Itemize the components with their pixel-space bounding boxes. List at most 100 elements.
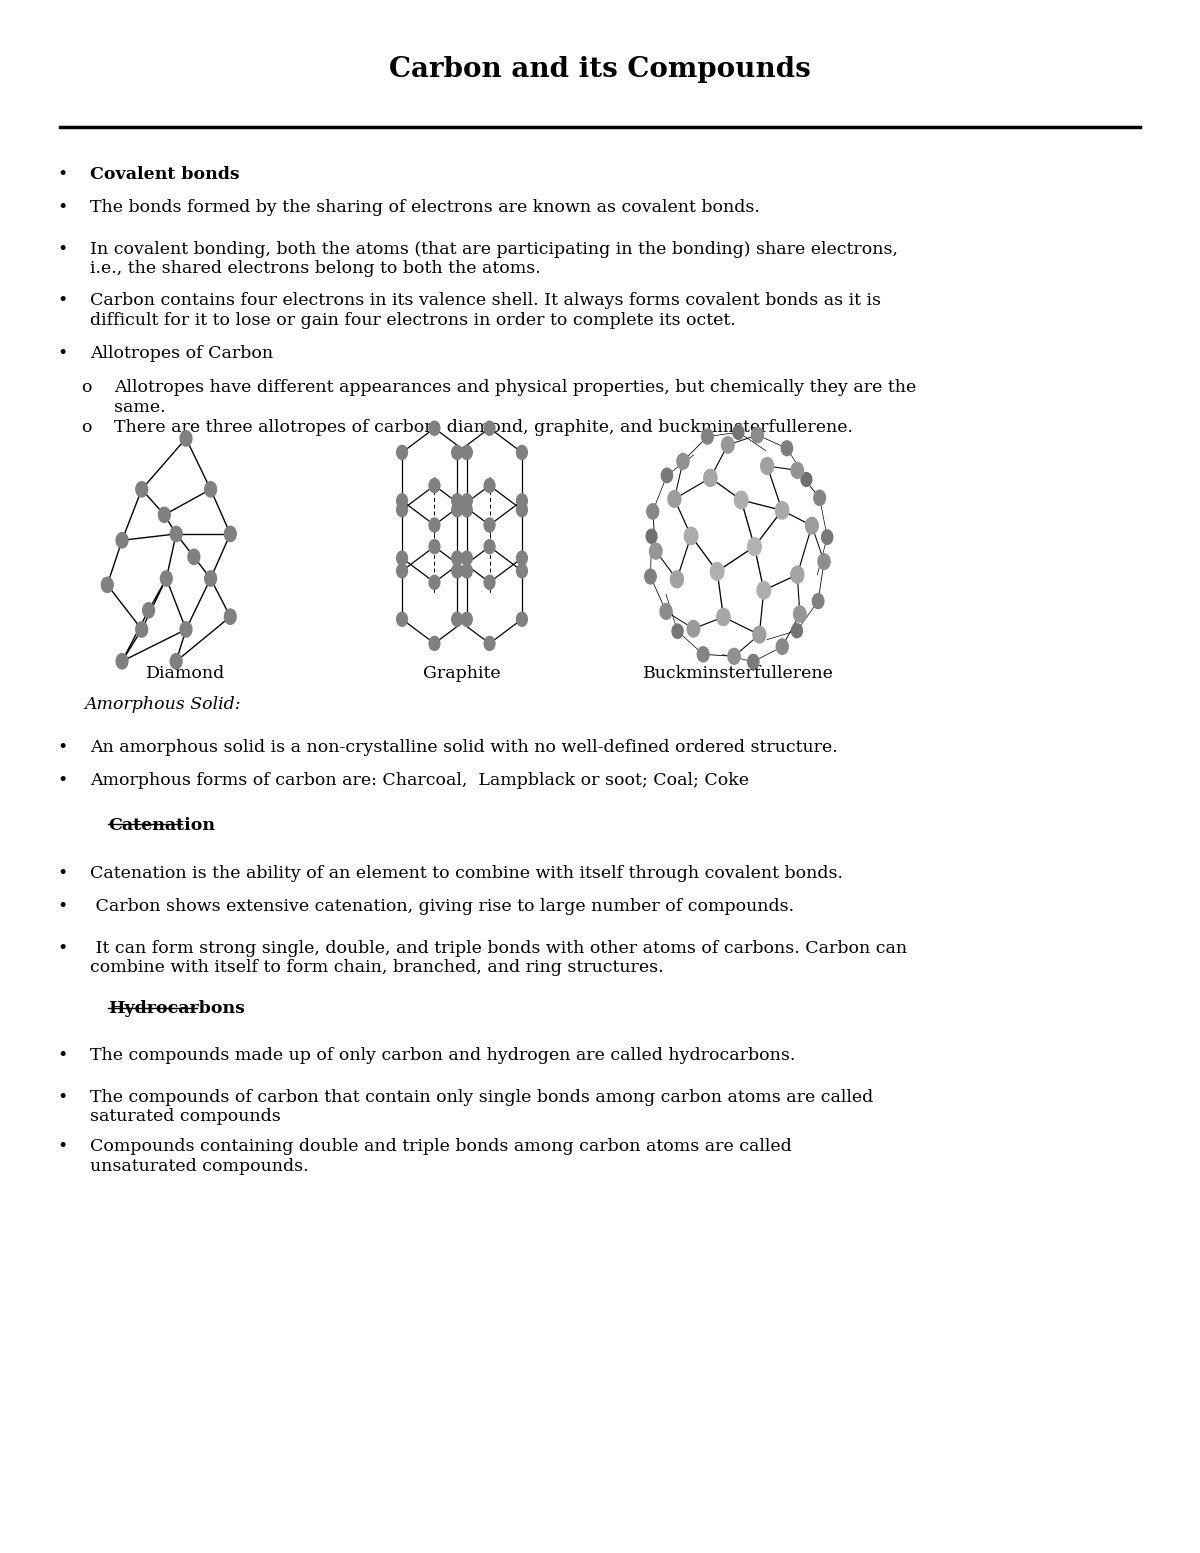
Circle shape — [703, 469, 718, 486]
Circle shape — [451, 494, 462, 508]
Text: Amorphous Solid:: Amorphous Solid: — [84, 696, 241, 713]
Text: •: • — [58, 292, 67, 309]
Circle shape — [751, 427, 763, 443]
Circle shape — [775, 502, 788, 519]
Text: The compounds made up of only carbon and hydrogen are called hydrocarbons.: The compounds made up of only carbon and… — [90, 1047, 796, 1064]
Text: Covalent bonds: Covalent bonds — [90, 166, 240, 183]
Circle shape — [116, 533, 128, 548]
Circle shape — [430, 539, 440, 554]
Circle shape — [671, 572, 684, 587]
Circle shape — [397, 503, 408, 517]
Circle shape — [430, 519, 440, 533]
Text: Allotropes of Carbon: Allotropes of Carbon — [90, 345, 274, 362]
Circle shape — [776, 638, 788, 654]
Circle shape — [161, 572, 173, 585]
Text: •: • — [58, 199, 67, 216]
Circle shape — [677, 453, 689, 469]
Circle shape — [397, 551, 408, 565]
Circle shape — [484, 421, 494, 435]
Circle shape — [430, 637, 440, 651]
Text: •: • — [58, 865, 67, 882]
Circle shape — [660, 604, 672, 620]
Circle shape — [484, 575, 494, 589]
Circle shape — [397, 494, 408, 508]
Text: The compounds of carbon that contain only single bonds among carbon atoms are ca: The compounds of carbon that contain onl… — [90, 1089, 874, 1126]
Circle shape — [721, 436, 734, 453]
Circle shape — [397, 564, 408, 578]
Circle shape — [688, 621, 700, 637]
Circle shape — [180, 621, 192, 637]
Circle shape — [451, 564, 462, 578]
Text: There are three allotropes of carbon: diamond, graphite, and buckminsterfulleren: There are three allotropes of carbon: di… — [114, 419, 853, 436]
Circle shape — [668, 491, 680, 508]
Text: Compounds containing double and triple bonds among carbon atoms are called
unsat: Compounds containing double and triple b… — [90, 1138, 792, 1176]
Circle shape — [791, 567, 804, 584]
Circle shape — [516, 612, 527, 626]
Circle shape — [462, 494, 473, 508]
Circle shape — [170, 526, 182, 542]
Circle shape — [672, 624, 683, 638]
Circle shape — [734, 491, 748, 509]
Circle shape — [451, 612, 462, 626]
Circle shape — [748, 654, 758, 669]
Text: Amorphous forms of carbon are: Charcoal,  Lampblack or soot; Coal; Coke: Amorphous forms of carbon are: Charcoal,… — [90, 772, 749, 789]
Circle shape — [462, 551, 473, 565]
Text: Hydrocarbons: Hydrocarbons — [108, 1000, 245, 1017]
Circle shape — [484, 478, 494, 492]
Circle shape — [814, 491, 826, 505]
Circle shape — [728, 648, 740, 665]
Circle shape — [462, 446, 473, 460]
Circle shape — [647, 503, 659, 519]
Circle shape — [761, 458, 774, 474]
Circle shape — [649, 544, 662, 559]
Circle shape — [224, 609, 236, 624]
Circle shape — [733, 426, 744, 439]
Circle shape — [793, 606, 806, 623]
Circle shape — [516, 494, 527, 508]
Circle shape — [397, 612, 408, 626]
Circle shape — [397, 446, 408, 460]
Text: Catenation is the ability of an element to combine with itself through covalent : Catenation is the ability of an element … — [90, 865, 842, 882]
Circle shape — [757, 581, 770, 599]
Circle shape — [684, 526, 697, 545]
Circle shape — [710, 562, 724, 581]
Circle shape — [101, 578, 113, 593]
Text: It can form strong single, double, and triple bonds with other atoms of carbons.: It can form strong single, double, and t… — [90, 940, 907, 977]
Circle shape — [802, 472, 811, 486]
Circle shape — [646, 530, 656, 544]
Text: In covalent bonding, both the atoms (that are participating in the bonding) shar: In covalent bonding, both the atoms (tha… — [90, 241, 898, 278]
Circle shape — [516, 551, 527, 565]
Circle shape — [158, 508, 170, 522]
Text: •: • — [58, 940, 67, 957]
Text: Carbon shows extensive catenation, giving rise to large number of compounds.: Carbon shows extensive catenation, givin… — [90, 898, 794, 915]
Circle shape — [484, 539, 494, 554]
Circle shape — [781, 441, 792, 455]
Text: •: • — [58, 241, 67, 258]
Circle shape — [136, 481, 148, 497]
Circle shape — [792, 624, 803, 638]
Circle shape — [516, 564, 527, 578]
Circle shape — [205, 481, 216, 497]
Text: •: • — [58, 739, 67, 756]
Circle shape — [170, 654, 182, 669]
Text: Buckminsterfullerene: Buckminsterfullerene — [642, 665, 834, 682]
Circle shape — [516, 503, 527, 517]
Circle shape — [451, 446, 462, 460]
Text: Diamond: Diamond — [146, 665, 226, 682]
Circle shape — [143, 603, 155, 618]
Circle shape — [516, 446, 527, 460]
Circle shape — [451, 551, 462, 565]
Circle shape — [748, 537, 761, 556]
Circle shape — [661, 467, 672, 483]
Circle shape — [224, 526, 236, 542]
Text: •: • — [58, 1047, 67, 1064]
Circle shape — [791, 463, 804, 478]
Circle shape — [430, 575, 440, 589]
Text: An amorphous solid is a non-crystalline solid with no well-defined ordered struc: An amorphous solid is a non-crystalline … — [90, 739, 838, 756]
Circle shape — [430, 421, 440, 435]
Circle shape — [451, 503, 462, 517]
Circle shape — [136, 621, 148, 637]
Circle shape — [462, 564, 473, 578]
Circle shape — [818, 554, 830, 570]
Circle shape — [702, 429, 713, 444]
